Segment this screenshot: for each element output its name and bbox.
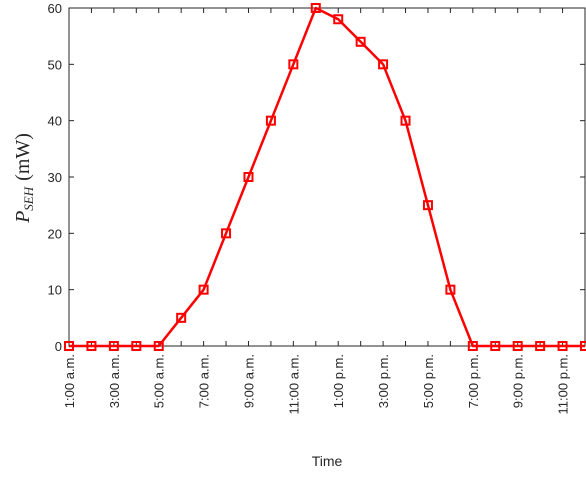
x-tick-label: 9:00 p.m. <box>511 354 526 408</box>
data-point <box>86 341 97 351</box>
data-point <box>445 284 456 295</box>
x-tick-label: 3:00 p.m. <box>376 354 391 408</box>
data-point <box>243 172 254 182</box>
series-line <box>69 6 585 348</box>
x-tick-label: 7:00 a.m. <box>197 354 212 408</box>
y-axis-label-unit: (mW) <box>12 133 34 181</box>
x-tick-label: 1:00 a.m. <box>62 354 77 408</box>
y-tick-label: 40 <box>48 114 62 129</box>
x-tick-label: 7:00 p.m. <box>466 354 481 408</box>
data-point <box>288 59 299 70</box>
x-tick-label: 3:00 a.m. <box>107 354 122 408</box>
x-tick-label: 5:00 p.m. <box>421 354 436 408</box>
x-tick-label: 11:00 a.m. <box>286 354 301 414</box>
data-point <box>198 284 209 295</box>
x-tick-label: 9:00 a.m. <box>241 354 256 408</box>
data-point <box>490 341 501 351</box>
data-point <box>333 14 344 25</box>
x-axis-ticks: 1:00 a.m. 3:00 a.m. 5:00 a.m. 7:00 a.m. 9:00… <box>62 8 586 414</box>
data-point <box>422 200 433 211</box>
x-tick-label: 5:00 a.m. <box>152 354 167 408</box>
y-tick-label: 30 <box>48 170 62 185</box>
data-point <box>512 341 523 351</box>
data-point <box>580 341 586 351</box>
y-axis-label-subscript: SEH <box>21 186 36 210</box>
data-point <box>355 36 366 47</box>
y-tick-label: 10 <box>48 283 62 298</box>
data-point <box>400 115 411 126</box>
x-tick-label: 1:00 p.m. <box>331 354 346 408</box>
y-tick-label: 0 <box>55 339 62 354</box>
y-axis-ticks: 0 10 20 30 40 50 60 <box>48 1 585 354</box>
y-tick-label: 50 <box>48 57 62 72</box>
y-axis-label-symbol: P <box>12 211 34 224</box>
data-point <box>221 228 232 239</box>
data-point <box>467 341 478 351</box>
series-polyline <box>69 6 585 348</box>
data-point <box>265 115 276 126</box>
data-point <box>378 59 389 70</box>
y-tick-label: 60 <box>48 1 62 16</box>
x-axis-label: Time <box>312 453 343 469</box>
y-axis-label: PSEH (mW) <box>12 133 36 224</box>
data-point <box>108 341 119 351</box>
y-tick-label: 20 <box>48 226 62 241</box>
series-markers <box>64 3 586 351</box>
plot-frame <box>68 7 586 347</box>
x-tick-label: 11:00 p.m. <box>556 354 571 414</box>
data-point <box>131 341 142 351</box>
data-point <box>153 341 164 351</box>
data-point <box>64 341 74 351</box>
data-point <box>535 341 546 351</box>
data-point <box>176 312 187 323</box>
data-point <box>310 3 321 13</box>
data-point <box>557 341 568 351</box>
plot-box <box>68 7 586 347</box>
